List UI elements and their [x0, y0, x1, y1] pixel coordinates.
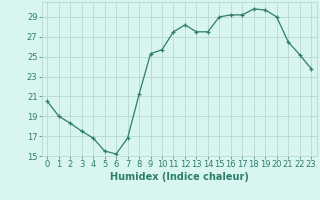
X-axis label: Humidex (Indice chaleur): Humidex (Indice chaleur): [110, 172, 249, 182]
